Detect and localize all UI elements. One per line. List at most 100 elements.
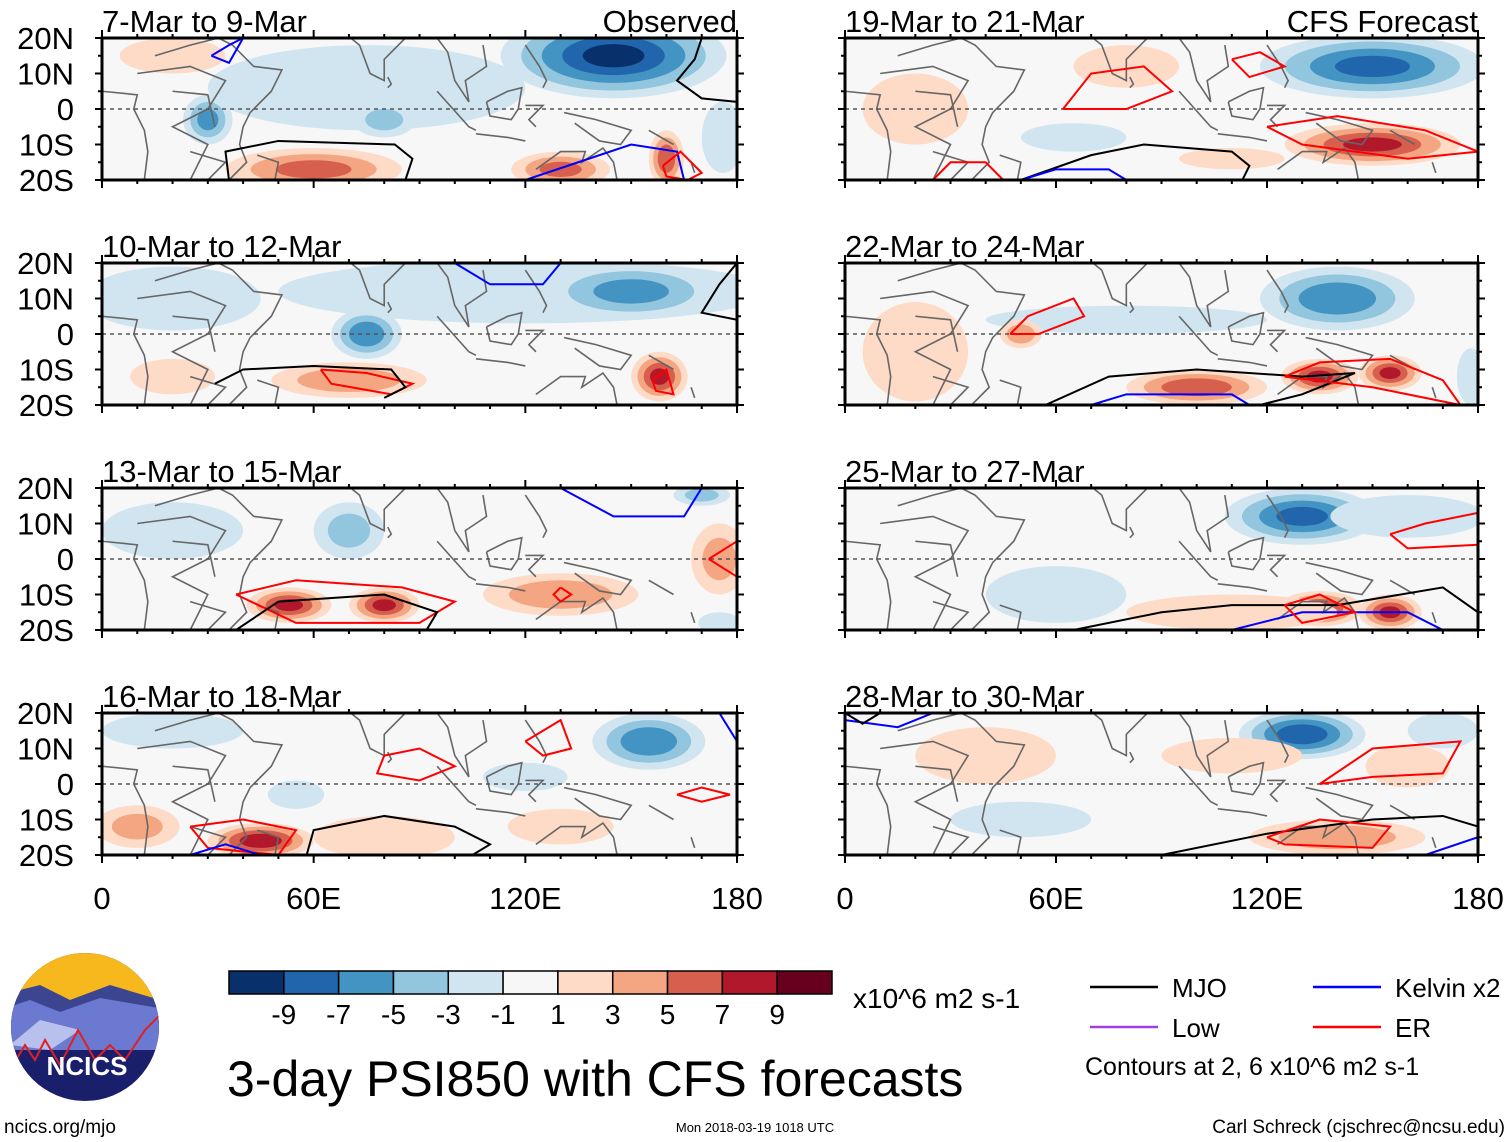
er-contour (651, 367, 675, 396)
kelvin-contour (1020, 168, 1127, 180)
panel-title: 28-Mar to 30-Mar (845, 679, 1084, 714)
coastlines (102, 713, 696, 855)
positive-anomaly (482, 573, 639, 616)
legend-label: ER (1395, 1013, 1431, 1043)
positive-anomaly (1365, 744, 1450, 788)
map-panel: 28-Mar to 30-Mar 0 60E 120E 180 (836, 679, 1503, 916)
footer-timestamp: Mon 2018-03-19 1018 UTC (676, 1120, 834, 1135)
positive-anomaly (1179, 148, 1285, 170)
colorbar-label: 7 (715, 999, 731, 1030)
mjo-contour (1073, 586, 1478, 630)
negative-anomaly (592, 713, 706, 770)
colorbar-swatch (283, 970, 340, 995)
lon-tick-label: 180 (1452, 881, 1504, 916)
colorbar-units: x10^6 m2 s-1 (853, 983, 1020, 1014)
er-contour (524, 718, 573, 757)
negative-anomaly (1260, 38, 1478, 99)
lat-tick-label: 20N (17, 471, 74, 506)
lon-tick-label: 180 (711, 881, 763, 916)
mjo-contour (235, 593, 439, 630)
lat-tick-label: 20S (19, 388, 74, 423)
er-contour (235, 579, 458, 624)
legend-label: Low (1172, 1013, 1220, 1043)
lat-tick-label: 10N (17, 732, 74, 767)
colorbar-swatch (228, 970, 285, 995)
positive-anomaly (246, 587, 332, 623)
colorbar-swatch (447, 970, 504, 995)
lon-tick-label: 60E (1028, 881, 1083, 916)
legend-label: MJO (1172, 973, 1227, 1003)
negative-anomaly (482, 762, 568, 792)
kelvin-contour (845, 713, 934, 729)
negative-anomaly (352, 101, 416, 138)
lat-tick-label: 0 (57, 767, 74, 802)
panel-title: 7-Mar to 9-Mar (102, 4, 307, 39)
lat-tick-label: 10N (17, 57, 74, 92)
lon-tick-label: 60E (286, 881, 341, 916)
logo-text: NCICS (47, 1051, 128, 1081)
positive-anomaly (348, 587, 420, 623)
colorbar-label: -5 (381, 999, 406, 1030)
positive-anomaly (102, 805, 180, 848)
panel-title: 25-Mar to 27-Mar (845, 454, 1084, 489)
negative-anomaly (102, 502, 244, 559)
positive-anomaly (1126, 594, 1338, 630)
kelvin-contour (454, 263, 562, 286)
er-contour (676, 786, 731, 803)
lat-tick-label: 20S (19, 613, 74, 648)
lat-tick-label: 20S (19, 163, 74, 198)
positive-anomaly (1284, 123, 1461, 166)
mjo-contour (675, 38, 737, 103)
negative-anomaly (1259, 266, 1415, 331)
figure-title: 3-day PSI850 with CFS forecasts (227, 1051, 963, 1107)
kelvin-contour (560, 488, 703, 518)
kelvin-contour (189, 843, 262, 855)
kelvin-contour (525, 143, 686, 180)
colorbar-swatch (721, 970, 778, 995)
colorbar-swatch (776, 970, 833, 995)
positive-anomaly (631, 351, 688, 402)
negative-anomaly (1020, 123, 1127, 152)
panel-title: 10-Mar to 12-Mar (102, 229, 341, 264)
er-contour (1266, 115, 1478, 160)
colorbar-swatch (502, 970, 559, 995)
er-contour (1389, 511, 1478, 550)
panel-title: 19-Mar to 21-Mar (845, 4, 1084, 39)
colorbar-label: 1 (550, 999, 566, 1030)
ncics-logo: NCICS (11, 953, 159, 1101)
er-contour (1266, 818, 1393, 849)
colorbar-swatch (666, 970, 724, 995)
negative-anomaly (698, 612, 737, 630)
mjo-contour (214, 364, 407, 399)
lat-tick-label: 10S (19, 803, 74, 838)
contour-note: Contours at 2, 6 x10^6 m2 s-1 (1085, 1053, 1419, 1081)
negative-anomaly (102, 713, 244, 749)
colorbar-label: -7 (326, 999, 351, 1030)
negative-anomaly (183, 94, 233, 145)
footer-credit: Carl Schreck (cjschrec@ncsu.edu) (1212, 1117, 1505, 1138)
mjo-contour (1045, 368, 1356, 405)
panel-title: 22-Mar to 24-Mar (845, 229, 1084, 264)
lat-tick-label: 10S (19, 128, 74, 163)
lat-tick-label: 0 (57, 542, 74, 577)
colorbar-label: 9 (769, 999, 785, 1030)
mjo-contour (224, 139, 414, 180)
er-contour (552, 586, 573, 603)
lat-tick-label: 20N (17, 246, 74, 281)
negative-anomaly (673, 488, 730, 506)
kelvin-contour (1090, 393, 1250, 405)
mjo-contour (845, 713, 881, 725)
er-contour (1062, 65, 1174, 110)
er-contour (932, 161, 1004, 180)
panel-tag: CFS Forecast (1287, 4, 1479, 39)
negative-anomaly (500, 38, 727, 99)
lat-tick-label: 0 (57, 317, 74, 352)
kelvin-contour (210, 38, 245, 65)
coastlines (845, 488, 1437, 630)
mjo-contour (700, 263, 737, 321)
er-contour (1009, 297, 1086, 335)
footer-url[interactable]: ncics.org/mjo (4, 1117, 116, 1138)
lat-tick-label: 10N (17, 507, 74, 542)
